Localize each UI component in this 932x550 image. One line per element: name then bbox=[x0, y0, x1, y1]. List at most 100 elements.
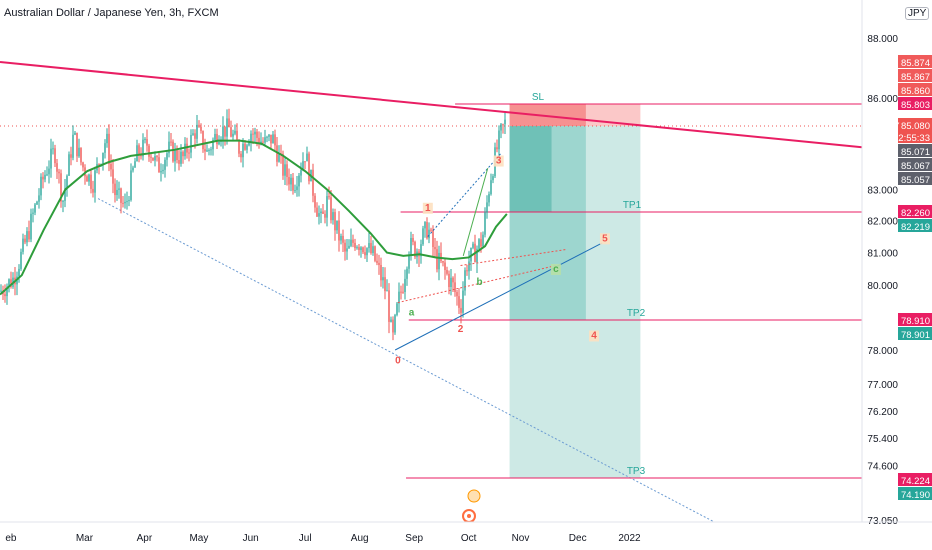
candle-body bbox=[140, 155, 142, 157]
candle-body bbox=[360, 247, 362, 251]
candle-body bbox=[172, 141, 174, 162]
candle-body bbox=[124, 201, 126, 204]
candle-body bbox=[244, 143, 246, 150]
candle-body bbox=[504, 119, 506, 125]
candle-body bbox=[56, 163, 58, 172]
candle-body bbox=[460, 307, 462, 313]
candle-body bbox=[266, 136, 268, 138]
y-tick-label: 75.400 bbox=[867, 434, 898, 445]
candle-body bbox=[122, 202, 124, 204]
y-tick-label: 80.000 bbox=[867, 281, 898, 292]
candle-body bbox=[344, 242, 346, 252]
price-label: 85.080 bbox=[901, 121, 930, 132]
level-label-tp3: TP3 bbox=[627, 466, 646, 477]
candle-body bbox=[214, 133, 216, 140]
candle-body bbox=[46, 174, 48, 176]
y-tick-label: 76.200 bbox=[867, 407, 898, 418]
candle-body bbox=[114, 183, 116, 196]
candle-body bbox=[40, 176, 42, 196]
candle-body bbox=[324, 213, 326, 218]
candle-body bbox=[270, 134, 272, 144]
candle-body bbox=[4, 294, 6, 297]
level-label-tp2: TP2 bbox=[627, 308, 646, 319]
candle-body bbox=[190, 134, 192, 153]
candle-body bbox=[486, 202, 488, 213]
time-axis[interactable]: eb Mar Apr May Jun Jul Aug Sep Oct Nov Dec 2022 bbox=[0, 521, 932, 544]
candle-body bbox=[330, 197, 332, 221]
uptrend-line[interactable] bbox=[394, 242, 603, 351]
stop-loss-zone-active bbox=[509, 104, 586, 127]
symbol-title: Australian Dollar / Japanese Yen, 3h, FX… bbox=[4, 7, 219, 19]
candle-body bbox=[408, 254, 410, 269]
candle-body bbox=[286, 164, 288, 178]
price-label: 74.224 bbox=[901, 476, 930, 487]
candle-body bbox=[388, 290, 390, 322]
candle-body bbox=[368, 243, 370, 249]
candle-body bbox=[202, 130, 204, 150]
candle-body bbox=[212, 139, 214, 150]
price-label-bg bbox=[898, 55, 932, 68]
candle-body bbox=[276, 145, 278, 162]
price-label-bg bbox=[898, 313, 932, 326]
x-tick-label: Nov bbox=[512, 533, 530, 544]
plot-area[interactable]: SL TP1 TP2 TP3 0 1 2 3 4 5 a b c bbox=[0, 61, 898, 537]
dotted-trendline[interactable] bbox=[97, 198, 741, 537]
candle-body bbox=[296, 186, 298, 191]
price-label-bg bbox=[898, 158, 932, 171]
candle-body bbox=[288, 177, 290, 185]
x-tick-label: Jun bbox=[243, 533, 259, 544]
candle-body bbox=[112, 169, 114, 184]
currency-button[interactable]: JPY bbox=[905, 7, 930, 20]
candle-body bbox=[246, 145, 248, 150]
candle-body bbox=[230, 127, 232, 137]
candle-body bbox=[402, 291, 404, 293]
candle-body bbox=[430, 229, 432, 231]
candle-body bbox=[306, 153, 308, 162]
candle-body bbox=[390, 319, 392, 322]
price-label: 85.803 bbox=[901, 100, 930, 111]
candle-body bbox=[284, 164, 286, 176]
price-label: 85.860 bbox=[901, 86, 930, 97]
price-label-bg bbox=[898, 172, 932, 185]
candle-body bbox=[216, 133, 218, 145]
price-label-bg bbox=[898, 118, 932, 131]
wave-label-5: 5 bbox=[602, 233, 608, 244]
candle-body bbox=[210, 149, 212, 151]
moving-average-line[interactable] bbox=[0, 139, 508, 296]
price-label-bg bbox=[898, 69, 932, 82]
candle-body bbox=[194, 133, 196, 139]
candle-body bbox=[128, 199, 130, 202]
candle-body bbox=[130, 170, 132, 200]
candle-body bbox=[106, 133, 108, 144]
projection-line-a bbox=[397, 265, 557, 304]
candle-body bbox=[454, 282, 456, 293]
wave-label-1: 1 bbox=[425, 203, 431, 214]
candle-body bbox=[68, 154, 70, 176]
candle-body bbox=[432, 229, 434, 248]
candle-body bbox=[384, 277, 386, 292]
candle-body bbox=[10, 279, 12, 287]
candle-body bbox=[226, 118, 228, 137]
candle-body bbox=[250, 133, 252, 143]
candle-body bbox=[98, 164, 100, 166]
candle-body bbox=[184, 143, 186, 157]
candle-body bbox=[356, 247, 358, 249]
candle-body bbox=[498, 130, 500, 150]
price-label: 85.874 bbox=[901, 58, 930, 69]
wave-label-3: 3 bbox=[496, 156, 502, 167]
candle-body bbox=[208, 149, 210, 151]
candle-body bbox=[204, 149, 206, 152]
candle-body bbox=[78, 147, 80, 157]
event-flag-icon[interactable] bbox=[467, 489, 481, 503]
candle-body bbox=[64, 188, 66, 201]
candle-body bbox=[224, 126, 226, 137]
candle-body bbox=[174, 149, 176, 162]
price-axis[interactable]: 88.000 86.000 83.000 82.000 81.000 80.000 78.0… bbox=[861, 0, 932, 527]
candle-body bbox=[342, 235, 344, 243]
candle-body bbox=[274, 134, 276, 146]
candle-body bbox=[162, 169, 164, 172]
resistance-trendline[interactable] bbox=[0, 61, 862, 149]
price-label: 85.057 bbox=[901, 175, 930, 186]
candle-body bbox=[374, 246, 376, 261]
